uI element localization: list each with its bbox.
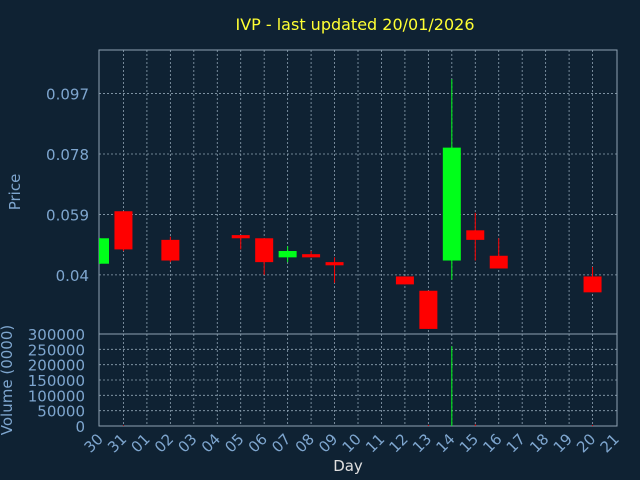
x-tick-label: 14 [432, 430, 458, 456]
x-tick-label: 03 [174, 430, 200, 456]
volume-tick-label: 0 [75, 418, 85, 436]
candle-body [255, 238, 274, 263]
x-tick-label: 18 [526, 430, 552, 456]
x-tick-label: 21 [597, 430, 623, 456]
candle-body [466, 230, 485, 240]
x-tick-label: 20 [573, 430, 599, 456]
x-tick-label: 13 [409, 430, 435, 456]
x-tick-label: 10 [339, 430, 365, 456]
x-tick-label: 17 [503, 430, 529, 456]
x-tick-label: 01 [128, 430, 154, 456]
x-tick-label: 31 [104, 430, 130, 456]
volume-axis-title: Volume (0000) [0, 325, 16, 435]
candle-body [161, 239, 180, 261]
x-tick-label: 04 [198, 430, 224, 456]
x-tick-label: 11 [362, 430, 388, 456]
x-tick-label: 12 [386, 430, 412, 456]
volume-panel-frame [98, 333, 618, 427]
x-tick-label: 09 [315, 430, 341, 456]
chart-title: IVP - last updated 20/01/2026 [235, 15, 474, 34]
candle-body [278, 250, 297, 258]
volume-tick-label: 150000 [28, 372, 85, 390]
candle-body [583, 276, 602, 293]
candle-body [302, 254, 321, 258]
candle-body [231, 235, 250, 239]
x-tick-label: 08 [292, 430, 318, 456]
x-tick-label: 05 [221, 430, 247, 456]
candle-body [442, 147, 461, 261]
x-tick-label: 15 [456, 430, 482, 456]
price-tick-label: 0.078 [46, 146, 89, 164]
volume-tick-label: 100000 [28, 387, 85, 405]
volume-tick-label: 50000 [37, 403, 85, 421]
candle-body [395, 276, 414, 285]
candle-body [489, 255, 508, 269]
x-axis-title: Day [333, 457, 363, 475]
volume-tick-label: 250000 [28, 341, 85, 359]
volume-tick-label: 200000 [28, 357, 85, 375]
x-tick-label: 16 [479, 430, 505, 456]
price-tick-label: 0.059 [46, 206, 89, 224]
candle-body [419, 290, 438, 329]
volume-tick-label: 300000 [28, 326, 85, 344]
candle-body [114, 211, 133, 250]
candle-body [99, 238, 109, 264]
x-tick-label: 02 [151, 430, 177, 456]
price-tick-label: 0.04 [56, 267, 89, 285]
candle-body [325, 262, 344, 266]
x-tick-label: 19 [550, 430, 576, 456]
x-tick-label: 06 [245, 430, 271, 456]
price-axis-title: Price [6, 174, 24, 211]
x-tick-label: 07 [268, 430, 294, 456]
price-tick-label: 0.097 [46, 86, 89, 104]
